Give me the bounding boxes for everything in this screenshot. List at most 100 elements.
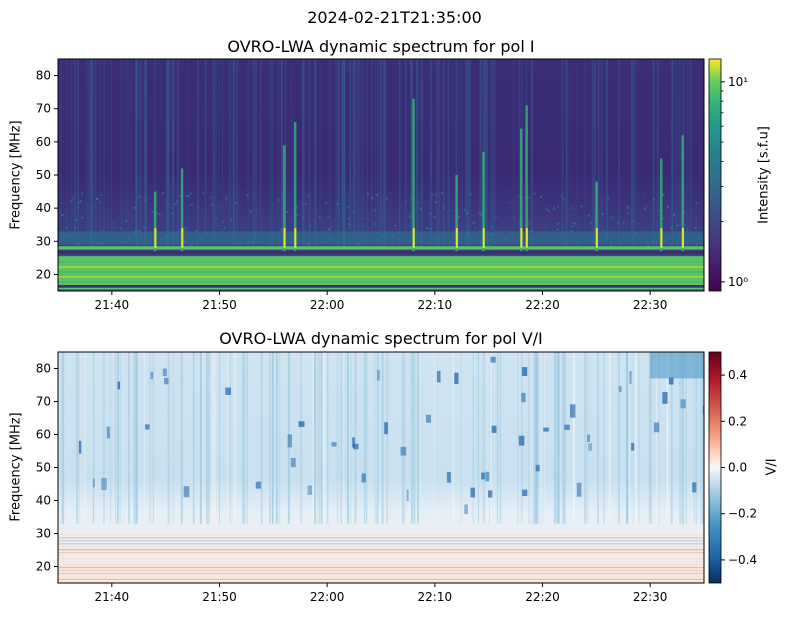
polarization-texture-streak	[539, 352, 542, 524]
intensity-texture-streak	[362, 59, 365, 248]
intensity-y-tick-label: 20	[36, 267, 51, 281]
polarization-texture-streak	[336, 352, 339, 524]
intensity-texture-streak	[492, 59, 494, 253]
polarization-texture-streak	[180, 352, 183, 524]
polarization-x-tick-label: 21:50	[202, 590, 237, 604]
intensity-noise-speck	[364, 217, 367, 220]
intensity-texture-streak	[228, 59, 231, 252]
polarization-texture-streak	[487, 352, 489, 524]
intensity-noise-speck	[343, 243, 346, 246]
polarization-texture-streak	[700, 352, 703, 524]
polarization-patch	[106, 426, 110, 439]
polarization-texture-streak	[79, 352, 82, 524]
polarization-patch	[406, 489, 409, 501]
intensity-texture-streak	[165, 59, 169, 255]
polarization-texture-streak	[135, 352, 139, 524]
intensity-texture-streak	[315, 59, 318, 251]
intensity-y-tick-label: 60	[36, 135, 51, 149]
intensity-noise-speck	[373, 222, 376, 225]
polarization-patch	[117, 381, 121, 390]
intensity-burst-core	[412, 228, 415, 248]
intensity-noise-speck	[112, 222, 115, 225]
intensity-texture-streak	[76, 59, 80, 248]
intensity-noise-speck	[371, 197, 374, 200]
polarization-texture-streak	[314, 352, 317, 524]
polarization-patch	[588, 443, 592, 451]
intensity-texture-streak	[107, 59, 109, 243]
intensity-noise-speck	[385, 197, 388, 200]
intensity-noise-speck	[144, 199, 147, 202]
polarization-band-stripe	[58, 569, 704, 572]
polarization-patch	[183, 486, 190, 498]
polarization-x-tick-label: 22:20	[525, 590, 560, 604]
polarization-texture-streak	[260, 352, 263, 524]
intensity-texture-streak	[218, 59, 220, 249]
polarization-texture-streak	[648, 352, 651, 524]
intensity-texture-streak	[341, 59, 344, 244]
intensity-noise-speck	[328, 228, 331, 231]
polarization-texture-streak	[376, 352, 379, 524]
intensity-burst	[519, 128, 523, 252]
intensity-texture-streak	[366, 59, 368, 250]
intensity-noise-speck	[622, 222, 625, 225]
intensity-texture-streak	[168, 59, 170, 242]
intensity-noise-speck	[662, 193, 665, 196]
polarization-y-tick-label: 30	[36, 527, 51, 541]
intensity-texture-streak	[145, 59, 148, 252]
polarization-patch	[521, 392, 526, 403]
polarization-texture-streak	[211, 352, 213, 524]
figure-suptitle: 2024-02-21T21:35:00	[307, 8, 482, 27]
intensity-noise-speck	[458, 215, 461, 218]
intensity-noise-speck	[187, 194, 190, 197]
polarization-patch	[92, 478, 95, 488]
intensity-noise-speck	[607, 197, 610, 200]
polarization-texture-streak	[561, 352, 565, 524]
intensity-texture-streak	[415, 59, 419, 248]
polarization-texture-streak	[323, 352, 326, 524]
intensity-texture-streak	[404, 59, 407, 251]
intensity-noise-speck	[155, 212, 158, 215]
intensity-y-tick-label: 30	[36, 234, 51, 248]
intensity-noise-speck	[222, 221, 225, 224]
intensity-burst	[283, 145, 286, 252]
polarization-colorbar-label: V/I	[764, 458, 780, 476]
polarization-patch	[376, 370, 380, 381]
intensity-texture-streak	[135, 59, 138, 251]
intensity-texture-streak	[352, 59, 355, 243]
intensity-texture-streak	[447, 59, 450, 250]
intensity-noise-speck	[352, 210, 355, 213]
polarization-x-tick-label: 21:40	[95, 590, 130, 604]
intensity-noise-speck	[336, 202, 339, 205]
polarization-patch	[618, 386, 622, 393]
intensity-burst	[482, 151, 485, 252]
polarization-texture-streak	[452, 352, 455, 524]
intensity-noise-speck	[545, 207, 548, 210]
intensity-texture-streak	[361, 59, 363, 249]
intensity-noise-speck	[331, 226, 334, 229]
intensity-texture-streak	[399, 59, 401, 249]
intensity-texture-streak	[656, 59, 659, 244]
polarization-texture-streak	[404, 352, 406, 524]
intensity-noise-speck	[571, 225, 574, 228]
intensity-texture-streak	[319, 59, 322, 252]
polarization-band-stripe	[58, 534, 704, 536]
polarization-texture-streak	[483, 352, 485, 524]
polarization-texture-streak	[537, 352, 539, 524]
polarization-y-tick-label: 20	[36, 560, 51, 574]
intensity-noise-speck	[417, 201, 420, 204]
intensity-texture-streak	[178, 59, 180, 251]
intensity-noise-speck	[95, 197, 98, 200]
polarization-texture-streak	[460, 352, 462, 524]
polarization-texture-streak	[326, 352, 329, 524]
polarization-texture-streak	[496, 352, 498, 524]
polarization-texture-streak	[229, 352, 232, 524]
intensity-texture-streak	[467, 59, 470, 250]
intensity-bright-band	[58, 246, 704, 250]
intensity-texture-streak	[417, 59, 419, 248]
polarization-texture-streak	[206, 352, 209, 524]
intensity-texture-streak	[411, 59, 413, 251]
intensity-noise-speck	[587, 214, 590, 217]
intensity-noise-speck	[61, 213, 64, 216]
intensity-texture-streak	[671, 59, 674, 255]
polarization-band-stripe	[58, 575, 704, 578]
